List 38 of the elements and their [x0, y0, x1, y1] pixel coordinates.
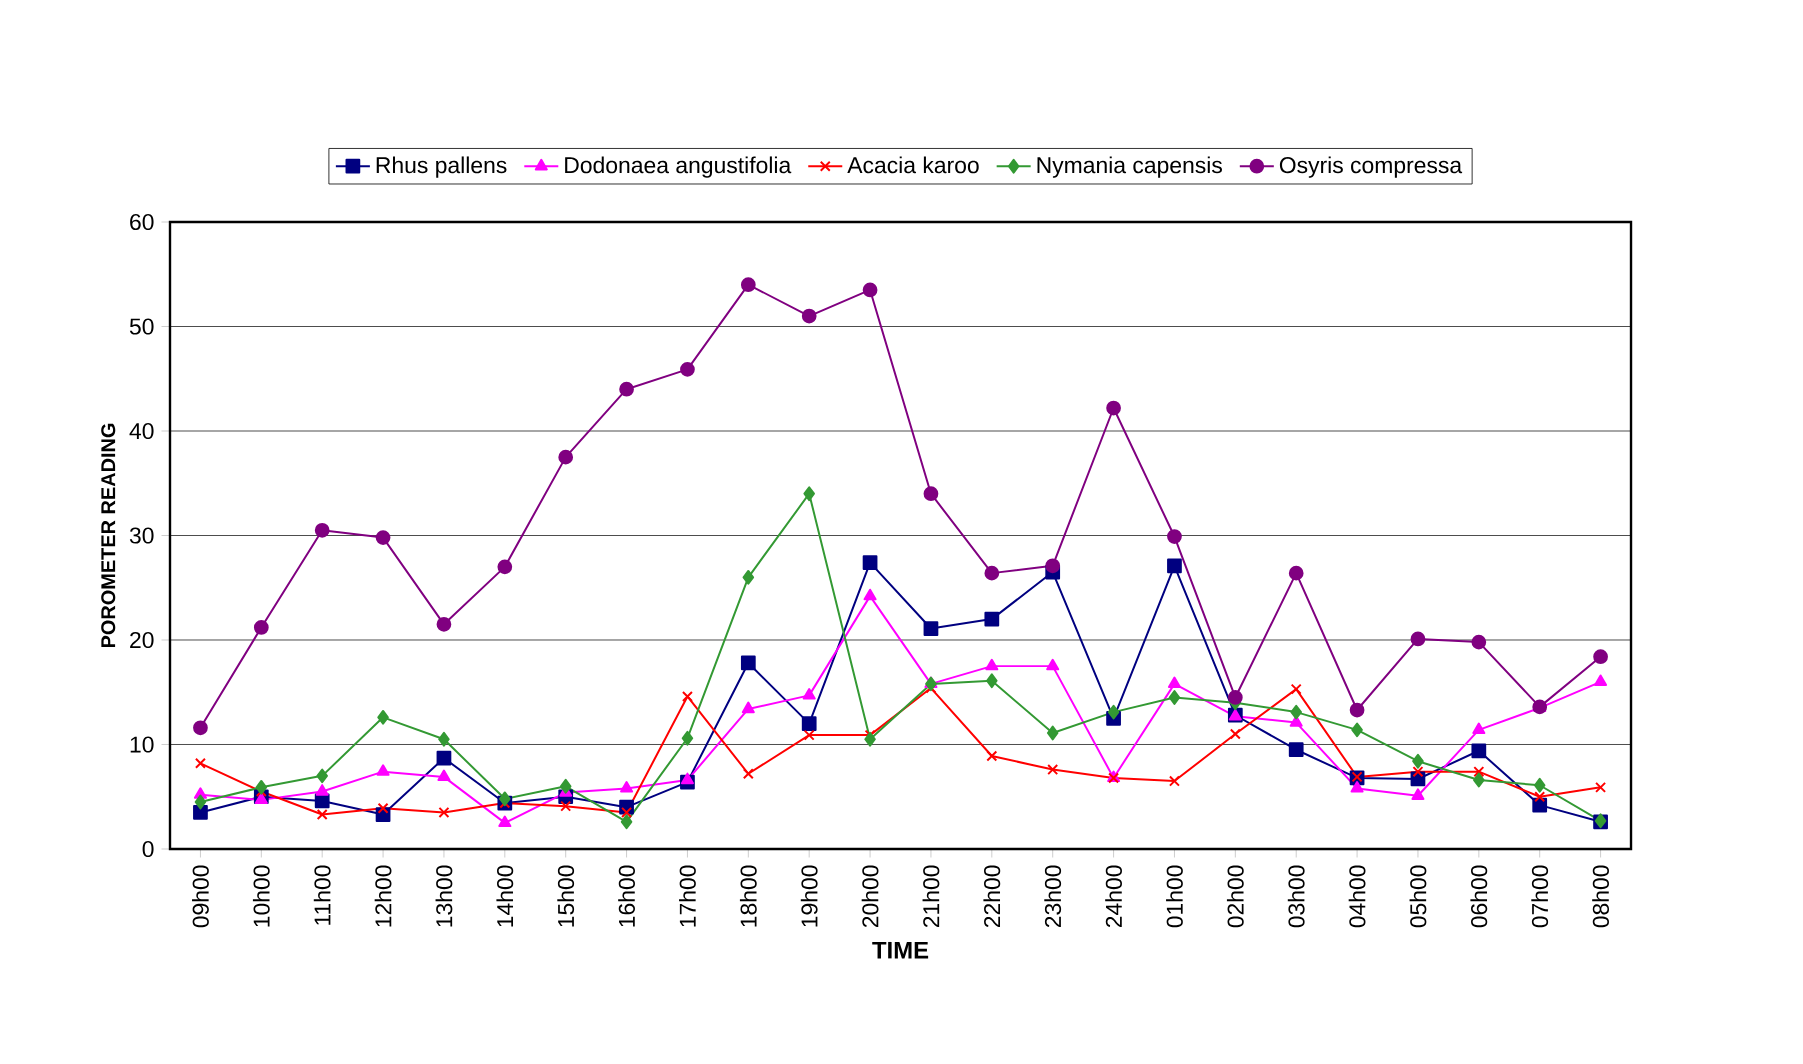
x-tick-label: 08h00 — [1592, 865, 1609, 928]
x-tick-label: 15h00 — [557, 865, 575, 927]
legend-label: Nymania capensis — [1037, 156, 1222, 178]
x-tick-label: 24h00 — [1105, 865, 1122, 928]
x-tick-label: 19h00 — [800, 865, 818, 927]
x-tick-label: 01h00 — [1166, 865, 1183, 928]
x-tick-label: 22h00 — [983, 865, 1001, 928]
x-tick-label: 02h00 — [1226, 865, 1244, 928]
x-tick-label: 17h00 — [679, 865, 696, 927]
y-tick-label: 20 — [130, 631, 154, 649]
legend-label: Dodonaea angustifolia — [565, 156, 792, 178]
y-tick-label: 30 — [129, 527, 154, 544]
x-tick-label: 07h00 — [1531, 865, 1549, 928]
x-tick-label: 16h00 — [618, 865, 635, 927]
x-tick-label: 10h00 — [252, 865, 270, 927]
x-tick-label: 21h00 — [922, 865, 940, 928]
legend-label: Acacia karoo — [847, 156, 979, 174]
x-tick-label: 05h00 — [1409, 865, 1427, 928]
x-tick-label: 14h00 — [496, 865, 514, 927]
y-tick-label: 40 — [129, 422, 154, 440]
legend-label: Rhus pallens — [376, 156, 507, 178]
x-tick-label: 13h00 — [435, 865, 453, 927]
x-tick-label: 12h00 — [374, 865, 392, 927]
legend-label: Osyris compressa — [1279, 156, 1463, 178]
x-tick-label: 09h00 — [192, 865, 209, 928]
y-tick-label: 10 — [130, 736, 154, 753]
x-tick-label: 23h00 — [1044, 865, 1062, 928]
x-tick-label: 04h00 — [1348, 865, 1366, 928]
y-axis-title: POROMETER READING — [101, 423, 116, 648]
y-tick-label: 0 — [142, 840, 154, 858]
x-tick-label: 18h00 — [739, 865, 757, 927]
x-tick-label: 11h00 — [313, 865, 331, 925]
x-tick-label: 20h00 — [861, 865, 879, 928]
x-tick-label: 03h00 — [1287, 865, 1305, 928]
x-axis-title: TIME — [872, 941, 929, 959]
y-tick-label: 50 — [129, 318, 154, 335]
y-tick-label: 60 — [130, 213, 154, 231]
x-tick-label: 06h00 — [1470, 865, 1488, 928]
